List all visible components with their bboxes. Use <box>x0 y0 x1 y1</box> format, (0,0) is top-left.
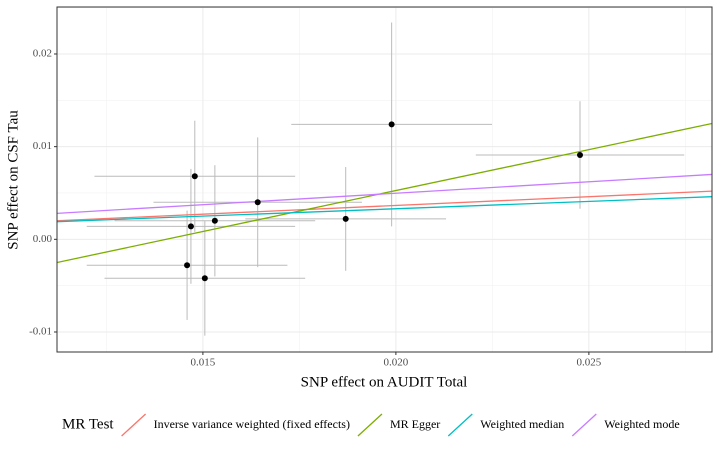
point <box>254 199 261 206</box>
point <box>576 151 583 158</box>
x-tick-label: 0.015 <box>191 357 216 369</box>
panel-border <box>56 6 713 353</box>
regression-line <box>57 196 712 223</box>
x-axis-label: SNP effect on AUDIT Total <box>301 374 468 390</box>
regression-line <box>57 173 712 215</box>
point <box>201 275 208 282</box>
point <box>191 173 198 180</box>
point <box>187 223 194 230</box>
x-tick-label: 0.020 <box>384 357 409 369</box>
legend-label: Weighted mode <box>604 417 679 431</box>
point <box>211 217 218 224</box>
legend-title: MR Test <box>62 416 114 432</box>
regression-line <box>57 190 712 222</box>
point <box>388 121 395 128</box>
legend-label: Inverse variance weighted (fixed effects… <box>154 417 350 431</box>
x-tick-label: 0.025 <box>576 357 601 369</box>
legend-key <box>447 413 473 437</box>
regression-line <box>57 122 712 264</box>
y-tick-label: 0.01 <box>33 140 52 152</box>
legend-label: Weighted median <box>480 417 564 431</box>
legend-label: MR Egger <box>390 417 440 431</box>
legend-key <box>357 413 383 437</box>
point <box>184 262 191 269</box>
legend-key <box>121 413 147 437</box>
y-axis-label: SNP effect on CSF Tau <box>5 110 21 250</box>
y-tick-label: 0.02 <box>33 48 52 60</box>
point <box>342 215 349 222</box>
y-tick-label: 0.00 <box>33 233 53 245</box>
y-tick-label: -0.01 <box>29 326 52 338</box>
legend-key <box>571 413 597 437</box>
